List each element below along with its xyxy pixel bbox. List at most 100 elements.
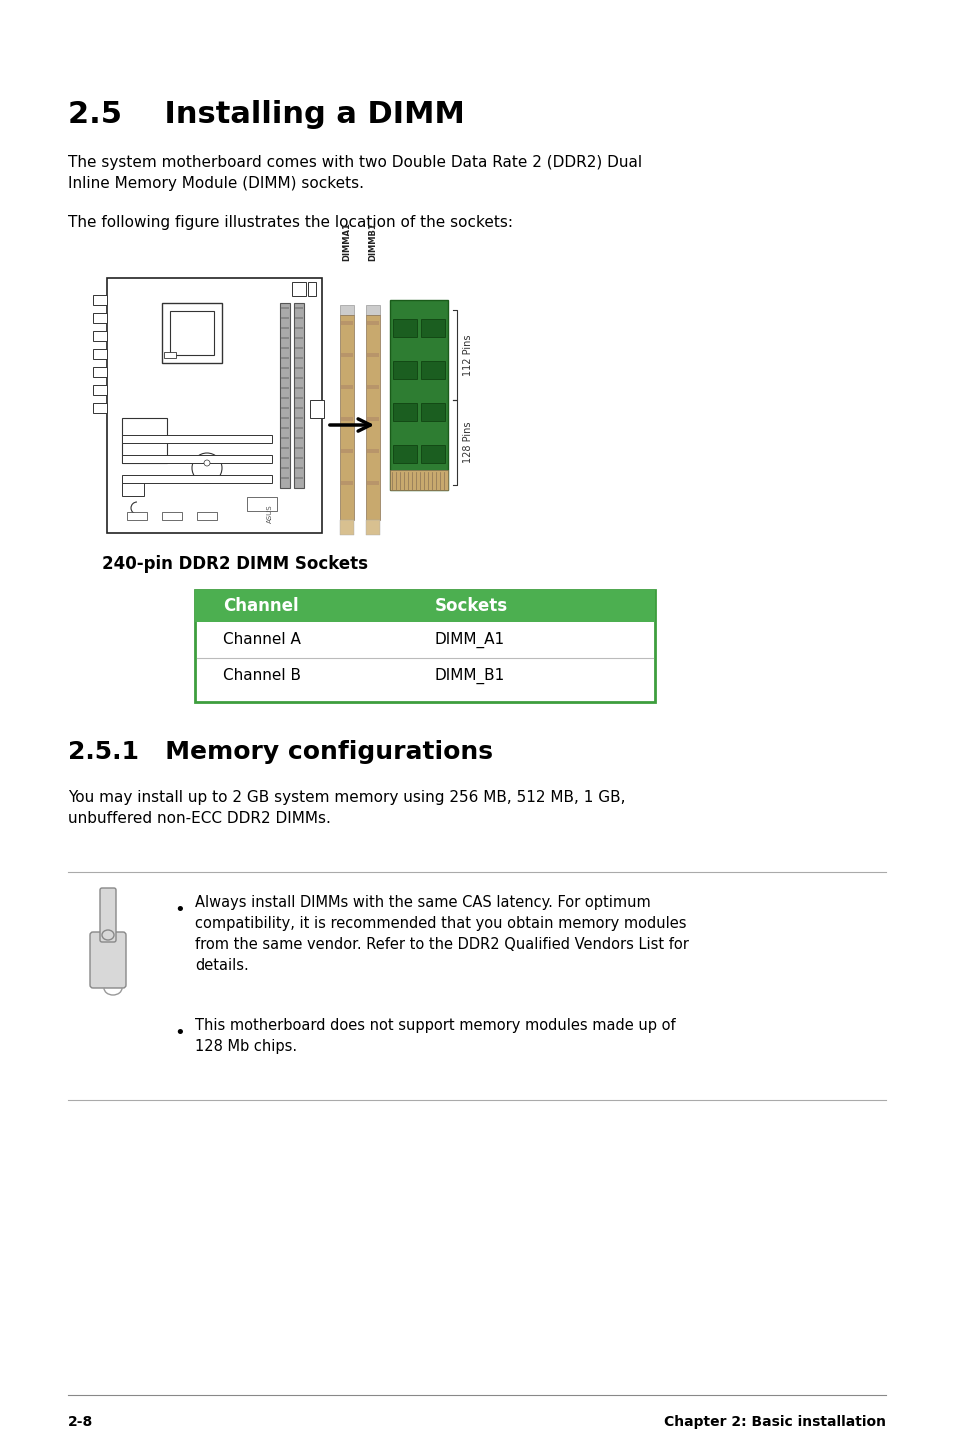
Bar — [294, 306, 303, 309]
Bar — [294, 457, 303, 459]
Bar — [281, 347, 289, 349]
Bar — [281, 357, 289, 360]
Text: 2-8: 2-8 — [68, 1415, 93, 1429]
Bar — [122, 475, 272, 483]
Bar — [122, 480, 144, 496]
Bar — [194, 590, 655, 623]
Text: •: • — [174, 902, 185, 919]
Bar — [281, 437, 289, 439]
Bar — [294, 437, 303, 439]
Bar — [294, 447, 303, 449]
Bar — [281, 367, 289, 370]
Bar — [340, 352, 353, 357]
Bar — [294, 367, 303, 370]
Bar — [294, 467, 303, 469]
Bar — [390, 470, 448, 490]
Bar — [92, 403, 107, 413]
Bar — [393, 403, 416, 421]
Bar — [390, 301, 448, 490]
Text: 240-pin DDR2 DIMM Sockets: 240-pin DDR2 DIMM Sockets — [102, 555, 368, 572]
Text: 2.5.1   Memory configurations: 2.5.1 Memory configurations — [68, 741, 493, 764]
Bar — [294, 477, 303, 479]
Bar — [162, 512, 182, 521]
Bar — [294, 427, 303, 429]
Bar — [367, 417, 378, 421]
Bar — [194, 590, 655, 702]
Bar — [92, 313, 107, 324]
Bar — [162, 303, 222, 362]
Bar — [122, 454, 272, 463]
Text: The following figure illustrates the location of the sockets:: The following figure illustrates the loc… — [68, 216, 513, 230]
Bar — [281, 427, 289, 429]
Text: This motherboard does not support memory modules made up of
128 Mb chips.: This motherboard does not support memory… — [194, 1018, 675, 1054]
Bar — [107, 278, 322, 533]
Text: Chapter 2: Basic installation: Chapter 2: Basic installation — [663, 1415, 885, 1429]
Bar — [294, 377, 303, 380]
Bar — [164, 352, 175, 358]
FancyBboxPatch shape — [100, 889, 116, 942]
Bar — [294, 407, 303, 408]
Bar — [281, 326, 289, 329]
Bar — [340, 321, 353, 325]
Text: DIMM_A1: DIMM_A1 — [435, 631, 504, 649]
Bar — [196, 512, 216, 521]
Bar — [366, 305, 379, 315]
Bar — [366, 521, 379, 535]
Text: Channel B: Channel B — [223, 669, 301, 683]
Text: 112 Pins: 112 Pins — [462, 334, 473, 375]
Text: 2.5    Installing a DIMM: 2.5 Installing a DIMM — [68, 101, 464, 129]
Bar — [281, 477, 289, 479]
Bar — [340, 449, 353, 453]
Text: DIMMB1: DIMMB1 — [368, 223, 377, 262]
Text: DIMM_B1: DIMM_B1 — [435, 667, 505, 684]
Bar — [340, 417, 353, 421]
Bar — [420, 444, 444, 463]
Bar — [308, 282, 315, 296]
Text: •: • — [174, 1024, 185, 1043]
Bar — [281, 387, 289, 390]
Bar — [92, 349, 107, 360]
Ellipse shape — [102, 930, 113, 940]
Text: ASUS: ASUS — [267, 505, 273, 523]
Bar — [367, 321, 378, 325]
Bar — [280, 303, 290, 487]
Bar — [281, 457, 289, 459]
Bar — [393, 444, 416, 463]
Bar — [340, 480, 353, 485]
Bar — [122, 436, 272, 443]
Bar — [339, 305, 354, 315]
Bar — [294, 357, 303, 360]
Bar — [92, 331, 107, 341]
Bar — [340, 385, 353, 390]
Bar — [420, 361, 444, 380]
Bar — [281, 447, 289, 449]
Text: DIMMA1: DIMMA1 — [342, 221, 351, 262]
FancyBboxPatch shape — [90, 932, 126, 988]
Bar — [420, 403, 444, 421]
Bar — [294, 326, 303, 329]
Bar — [92, 295, 107, 305]
Circle shape — [204, 460, 210, 466]
Bar — [294, 397, 303, 398]
Bar — [92, 385, 107, 395]
Bar — [92, 367, 107, 377]
Bar — [367, 385, 378, 390]
Text: Channel A: Channel A — [223, 633, 300, 647]
Bar — [420, 319, 444, 336]
Text: You may install up to 2 GB system memory using 256 MB, 512 MB, 1 GB,
unbuffered : You may install up to 2 GB system memory… — [68, 789, 625, 825]
Bar — [281, 336, 289, 339]
Bar — [294, 303, 304, 487]
Bar — [339, 521, 354, 535]
Bar — [367, 449, 378, 453]
Text: The system motherboard comes with two Double Data Rate 2 (DDR2) Dual
Inline Memo: The system motherboard comes with two Do… — [68, 155, 641, 191]
Bar — [281, 397, 289, 398]
Text: Always install DIMMs with the same CAS latency. For optimum
compatibility, it is: Always install DIMMs with the same CAS l… — [194, 894, 688, 974]
Bar — [294, 417, 303, 418]
Bar — [127, 512, 147, 521]
Bar — [247, 498, 276, 510]
Bar — [281, 417, 289, 418]
Bar — [281, 467, 289, 469]
Bar — [170, 311, 213, 355]
Bar — [122, 418, 167, 463]
Bar — [393, 361, 416, 380]
